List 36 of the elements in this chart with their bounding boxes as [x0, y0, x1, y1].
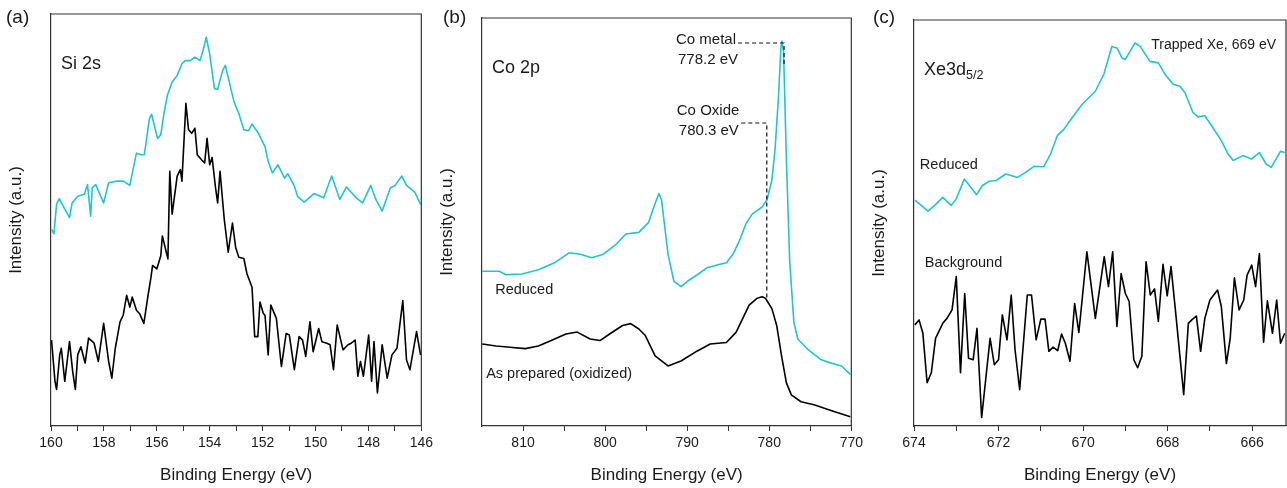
x-tick-label: 770 [839, 434, 864, 451]
series-label: Reduced [919, 156, 978, 173]
y-axis-title: Intensity (a.u.) [436, 168, 456, 276]
y-axis-title: Intensity (a.u.) [5, 166, 25, 274]
x-tick-label: 674 [902, 434, 926, 451]
chart-title: (c) [873, 5, 896, 27]
x-tick-label: 150 [303, 434, 328, 451]
annotation: Co metal 778.2 eV [676, 30, 739, 68]
annotation: Trapped Xe, 669 eV [1151, 35, 1277, 52]
annotation: Co 2p [492, 56, 541, 77]
x-tick-label: 670 [1071, 434, 1095, 451]
x-tick-label: 146 [409, 434, 434, 451]
x-tick-label: 158 [92, 434, 116, 451]
series-label: Reduced [495, 281, 554, 298]
x-axis-title: Binding Energy (eV) [160, 465, 313, 485]
x-tick-label: 800 [593, 434, 617, 451]
x-tick-label: 152 [250, 434, 275, 451]
x-tick-label: 790 [675, 434, 700, 451]
x-tick-label: 154 [198, 434, 222, 451]
series-label: Background [924, 253, 1003, 270]
x-tick-label: 810 [511, 434, 535, 451]
chart-title: (a) [6, 5, 30, 27]
chart-title: (b) [443, 5, 467, 27]
x-axis-title: Binding Energy (eV) [1023, 465, 1177, 485]
x-tick-label: 672 [986, 434, 1011, 451]
x-tick-label: 156 [145, 434, 169, 451]
x-axis-title: Binding Energy (eV) [590, 465, 743, 485]
x-tick-label: 780 [757, 434, 782, 451]
annotation: Si 2s [61, 52, 102, 73]
x-tick-label: 148 [356, 434, 381, 451]
x-tick-label: 668 [1155, 434, 1180, 451]
x-tick-label: 666 [1240, 434, 1265, 451]
y-axis-title: Intensity (a.u.) [868, 169, 888, 277]
annotation: Co Oxide 780.3 eV [676, 101, 740, 139]
series-label: As prepared (oxidized) [486, 365, 633, 382]
x-tick-label: 160 [39, 434, 63, 451]
